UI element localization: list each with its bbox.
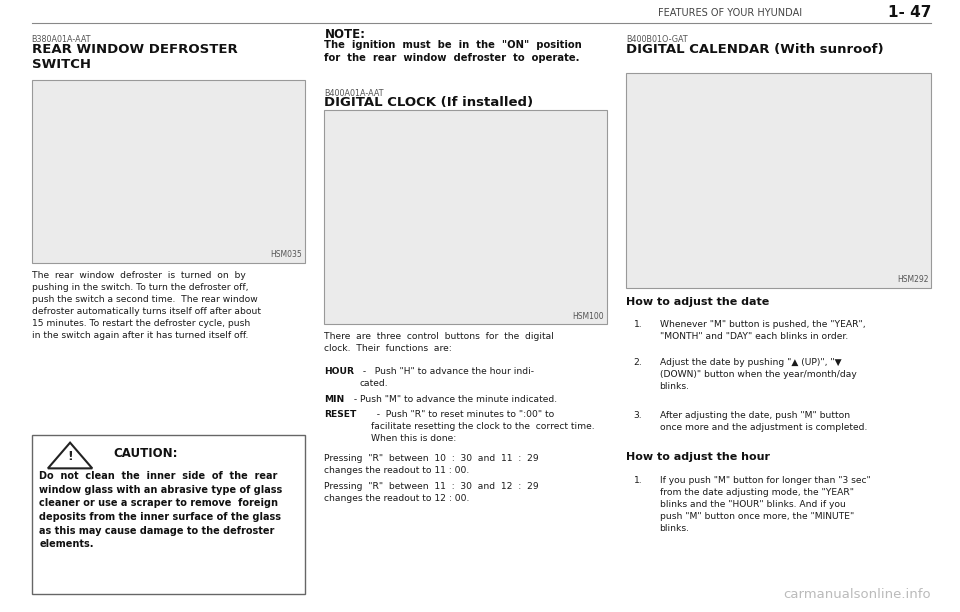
Text: CAUTION:: CAUTION: [113, 447, 178, 460]
Text: The  rear  window  defroster  is  turned  on  by
pushing in the switch. To turn : The rear window defroster is turned on b… [32, 271, 261, 340]
Text: Pressing  "R"  between  10  :  30  and  11  :  29
changes the readout to 11 : 00: Pressing "R" between 10 : 30 and 11 : 29… [324, 454, 540, 476]
Text: The  ignition  must  be  in  the  "ON"  position
for  the  rear  window  defrost: The ignition must be in the "ON" positio… [324, 40, 582, 63]
Text: Do  not  clean  the  inner  side  of  the  rear
window glass with an abrasive ty: Do not clean the inner side of the rear … [39, 471, 282, 549]
Text: How to adjust the hour: How to adjust the hour [626, 452, 770, 462]
Text: !: ! [67, 450, 73, 463]
Text: -  Push "R" to reset minutes to ":00" to
facilitate resetting the clock to the  : - Push "R" to reset minutes to ":00" to … [371, 410, 594, 443]
Text: B400B01O-GAT: B400B01O-GAT [626, 35, 687, 45]
Text: FEATURES OF YOUR HYUNDAI: FEATURES OF YOUR HYUNDAI [658, 9, 802, 18]
Text: After adjusting the date, push "M" button
once more and the adjustment is comple: After adjusting the date, push "M" butto… [660, 411, 867, 432]
Text: NOTE:: NOTE: [324, 28, 366, 40]
Text: There  are  three  control  buttons  for  the  digital
clock.  Their  functions : There are three control buttons for the … [324, 332, 554, 353]
Text: Adjust the date by pushing "▲ (UP)", "▼
(DOWN)" button when the year/month/day
b: Adjust the date by pushing "▲ (UP)", "▼ … [660, 358, 856, 391]
Text: Whenever "M" button is pushed, the "YEAR",
"MONTH" and "DAY" each blinks in orde: Whenever "M" button is pushed, the "YEAR… [660, 320, 865, 341]
Text: Pressing  "R"  between  11  :  30  and  12  :  29
changes the readout to 12 : 00: Pressing "R" between 11 : 30 and 12 : 29… [324, 482, 540, 504]
Text: 3.: 3. [634, 411, 642, 420]
Text: RESET: RESET [324, 410, 357, 419]
Text: 2.: 2. [634, 358, 642, 367]
Text: DIGITAL CALENDAR (With sunroof): DIGITAL CALENDAR (With sunroof) [626, 43, 883, 56]
Text: MIN: MIN [324, 395, 345, 405]
Text: REAR WINDOW DEFROSTER
SWITCH: REAR WINDOW DEFROSTER SWITCH [32, 43, 237, 72]
Text: B400A01A-AAT: B400A01A-AAT [324, 89, 384, 98]
Text: 1.: 1. [634, 476, 642, 485]
Text: DIGITAL CLOCK (If installed): DIGITAL CLOCK (If installed) [324, 96, 534, 109]
Text: 1- 47: 1- 47 [888, 5, 931, 20]
Text: HSM035: HSM035 [271, 250, 302, 259]
Text: If you push "M" button for longer than "3 sec"
from the date adjusting mode, the: If you push "M" button for longer than "… [660, 476, 871, 533]
FancyBboxPatch shape [324, 110, 607, 324]
Text: carmanualsonline.info: carmanualsonline.info [783, 588, 931, 601]
Text: HSM100: HSM100 [572, 312, 604, 321]
Text: - Push "M" to advance the minute indicated.: - Push "M" to advance the minute indicat… [351, 395, 558, 405]
Text: HOUR: HOUR [324, 367, 354, 376]
Text: -   Push "H" to advance the hour indi-
cated.: - Push "H" to advance the hour indi- cat… [360, 367, 534, 389]
Text: How to adjust the date: How to adjust the date [626, 297, 769, 307]
FancyBboxPatch shape [32, 435, 305, 594]
Text: 1.: 1. [634, 320, 642, 329]
Polygon shape [48, 442, 92, 468]
Text: HSM292: HSM292 [897, 275, 928, 284]
Text: B380A01A-AAT: B380A01A-AAT [32, 35, 91, 45]
FancyBboxPatch shape [32, 80, 305, 263]
FancyBboxPatch shape [626, 73, 931, 288]
